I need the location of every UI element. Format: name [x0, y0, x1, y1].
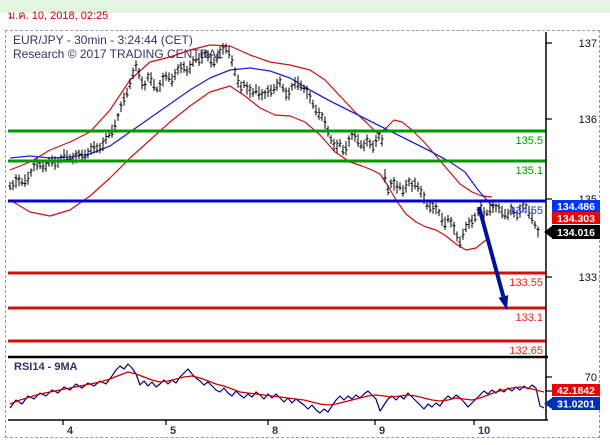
svg-text:133.55: 133.55	[509, 277, 543, 289]
bollinger-bands	[9, 44, 493, 251]
svg-text:135.1: 135.1	[515, 165, 543, 177]
svg-text:4: 4	[67, 425, 74, 437]
price-levels: 135.5 135.1 134.55 133.55 133.1 132.65	[8, 129, 546, 357]
svg-text:133.1: 133.1	[515, 312, 543, 324]
svg-text:135.5: 135.5	[515, 135, 543, 147]
svg-text:5: 5	[170, 425, 176, 437]
svg-text:133: 133	[579, 272, 597, 284]
chart-copyright: Research © 2017 TRADING CENTRAL	[13, 47, 224, 61]
chart-date: ม.ค. 10, 2018, 02:25	[8, 10, 109, 22]
svg-text:136: 136	[579, 114, 597, 126]
svg-text:42.1842: 42.1842	[557, 385, 595, 397]
svg-text:134.55: 134.55	[509, 205, 543, 217]
svg-text:134.303: 134.303	[557, 213, 595, 225]
svg-text:70: 70	[585, 372, 597, 384]
svg-text:134.486: 134.486	[557, 201, 595, 213]
svg-text:137: 137	[579, 38, 597, 50]
svg-text:10: 10	[478, 425, 490, 437]
svg-text:132.65: 132.65	[509, 345, 543, 357]
svg-text:9: 9	[379, 425, 385, 437]
axes: 13713613513370458910	[8, 32, 597, 437]
date-highlight-band	[0, 0, 610, 13]
svg-text:8: 8	[272, 425, 278, 437]
forecast-arrow	[477, 206, 509, 310]
svg-text:134.016: 134.016	[557, 227, 595, 239]
rsi-panel	[9, 363, 545, 414]
candlesticks	[8, 43, 540, 248]
svg-text:31.0201: 31.0201	[557, 398, 595, 410]
chart-title: EUR/JPY - 30min - 3:24:44 (CET)	[13, 33, 193, 47]
chart-frame	[5, 30, 600, 438]
rsi-indicator-label: RSI14 - 9MA	[14, 361, 78, 373]
